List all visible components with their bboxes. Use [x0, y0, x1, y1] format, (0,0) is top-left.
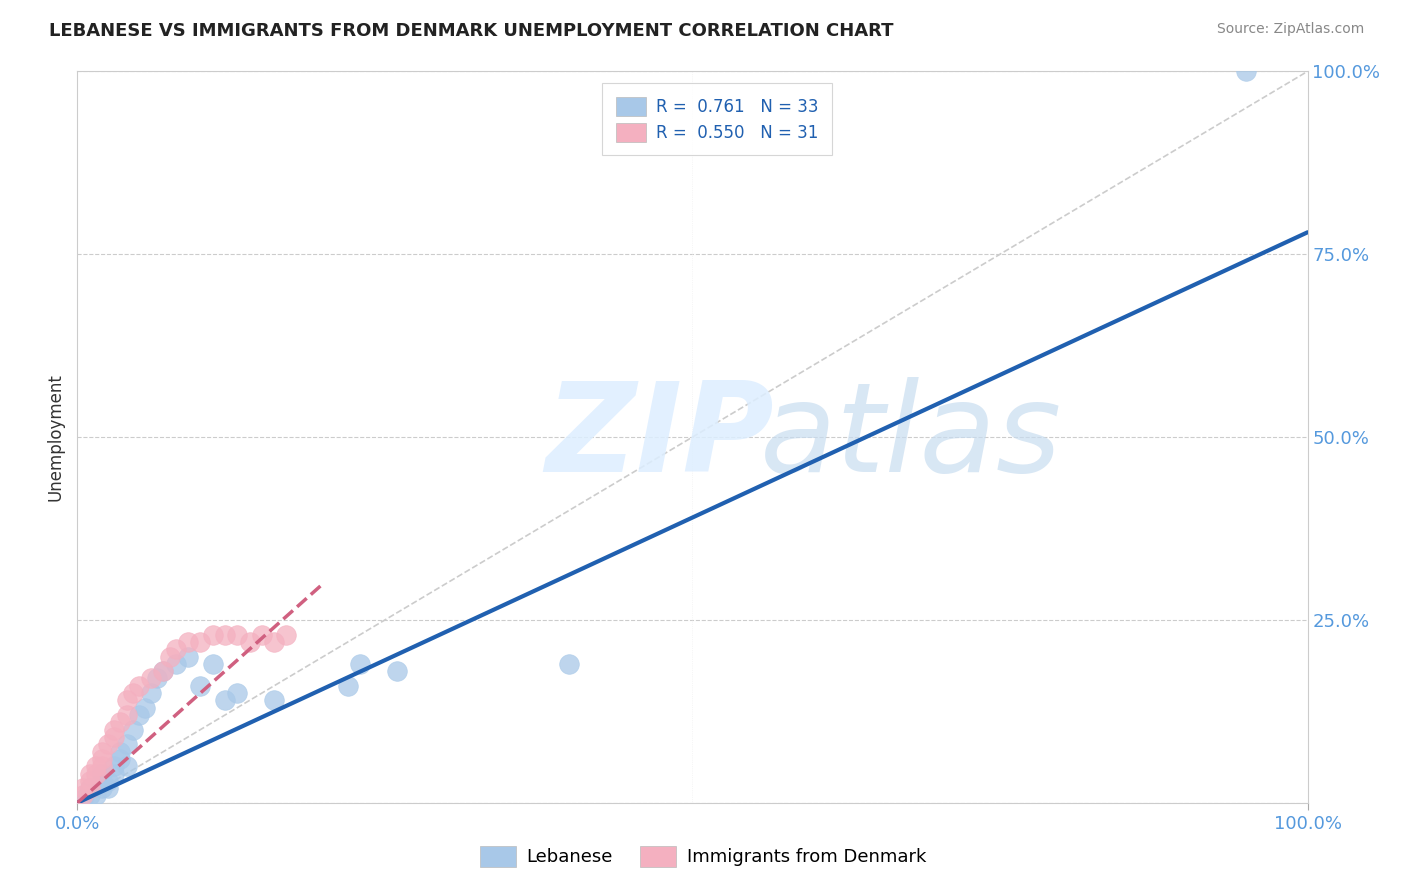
Text: LEBANESE VS IMMIGRANTS FROM DENMARK UNEMPLOYMENT CORRELATION CHART: LEBANESE VS IMMIGRANTS FROM DENMARK UNEM… — [49, 22, 894, 40]
Point — [90, 781, 114, 796]
Point — [72, 789, 94, 803]
Point — [337, 679, 360, 693]
Point — [97, 737, 120, 751]
Point — [128, 708, 150, 723]
Point — [121, 723, 143, 737]
Point — [239, 635, 262, 649]
Point — [226, 627, 249, 641]
Point — [214, 693, 236, 707]
Point — [159, 649, 181, 664]
Point — [84, 759, 107, 773]
Point — [103, 759, 125, 773]
Text: Source: ZipAtlas.com: Source: ZipAtlas.com — [1216, 22, 1364, 37]
Point — [188, 679, 212, 693]
Point — [146, 672, 169, 686]
Point — [90, 752, 114, 766]
Point — [79, 781, 101, 796]
Point — [152, 664, 174, 678]
Point — [115, 708, 138, 723]
Point — [72, 781, 94, 796]
Text: atlas: atlas — [761, 376, 1063, 498]
Point — [558, 657, 581, 671]
Legend: Lebanese, Immigrants from Denmark: Lebanese, Immigrants from Denmark — [472, 838, 934, 874]
Point — [152, 664, 174, 678]
Point — [79, 773, 101, 788]
Point — [177, 635, 200, 649]
Point — [201, 657, 224, 671]
Point — [115, 737, 138, 751]
Point — [84, 766, 107, 780]
Point — [97, 773, 120, 788]
Point — [128, 679, 150, 693]
Point — [141, 686, 163, 700]
Point — [72, 792, 94, 806]
Point — [90, 745, 114, 759]
Point — [165, 642, 187, 657]
Point — [84, 789, 107, 803]
Point — [177, 649, 200, 664]
Point — [110, 752, 132, 766]
Legend: R =  0.761   N = 33, R =  0.550   N = 31: R = 0.761 N = 33, R = 0.550 N = 31 — [603, 83, 831, 155]
Point — [250, 627, 273, 641]
Text: ZIP: ZIP — [546, 376, 773, 498]
Point — [79, 789, 101, 803]
Point — [263, 635, 285, 649]
Point — [110, 745, 132, 759]
Point — [188, 635, 212, 649]
Point — [1234, 64, 1257, 78]
Point — [103, 723, 125, 737]
Point — [121, 686, 143, 700]
Point — [110, 715, 132, 730]
Point — [90, 766, 114, 780]
Point — [134, 700, 156, 714]
Point — [385, 664, 409, 678]
Point — [90, 773, 114, 788]
Point — [79, 766, 101, 780]
Point — [226, 686, 249, 700]
Point — [97, 781, 120, 796]
Point — [103, 766, 125, 780]
Point — [79, 781, 101, 796]
Y-axis label: Unemployment: Unemployment — [46, 373, 65, 501]
Point — [165, 657, 187, 671]
Point — [115, 693, 138, 707]
Point — [115, 759, 138, 773]
Point — [349, 657, 371, 671]
Point — [263, 693, 285, 707]
Point — [141, 672, 163, 686]
Point — [201, 627, 224, 641]
Point — [214, 627, 236, 641]
Point — [276, 627, 298, 641]
Point — [90, 759, 114, 773]
Point — [103, 730, 125, 744]
